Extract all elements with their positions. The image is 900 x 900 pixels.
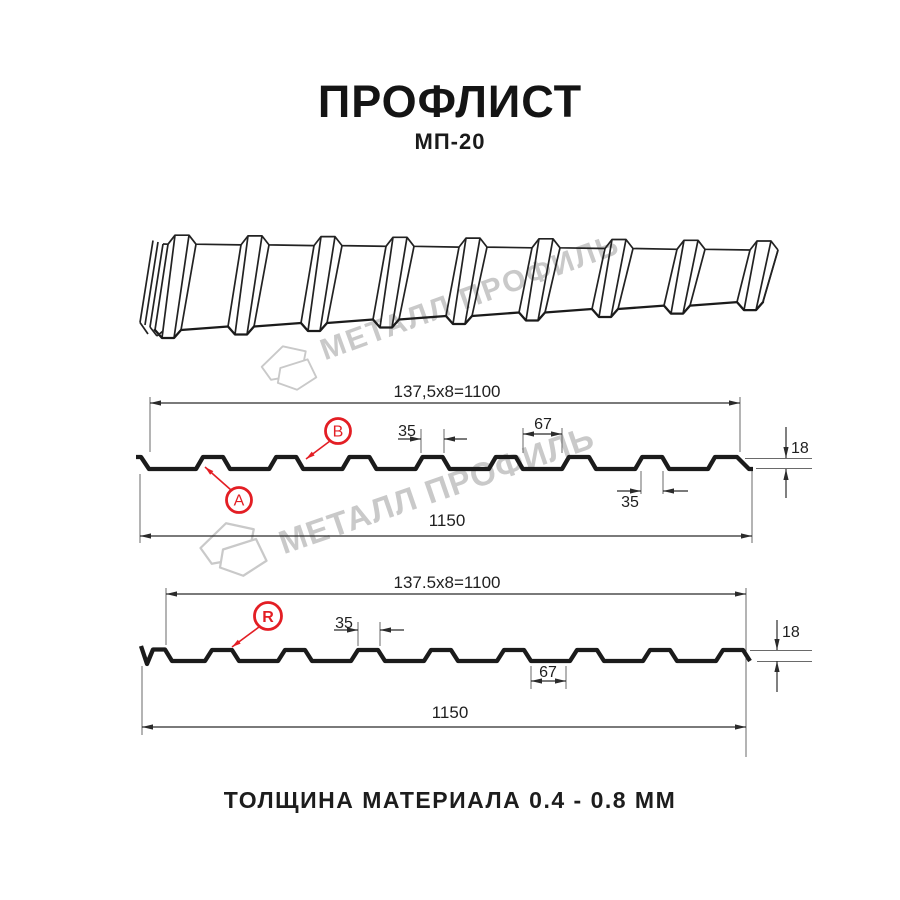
profile-sections: [136, 454, 753, 667]
dimension-linework: [139, 397, 812, 757]
dim-label-ribtop-1: 35: [398, 423, 416, 440]
marker-a-circle: [225, 486, 253, 514]
dim-label-module-2: 137.5x8=1100: [394, 573, 501, 592]
product-model-label: МП-20: [414, 129, 486, 154]
profile-section-2: [138, 645, 752, 667]
dim-label-overall-1: 1150: [429, 511, 466, 530]
dim-label-valley-1: 67: [534, 416, 552, 433]
dim-label-overall-2: 1150: [432, 703, 469, 722]
watermark-logo: [199, 345, 318, 577]
dim-label-ribbottom-1: 35: [621, 494, 639, 511]
page-title: ПРОФЛИСТ: [317, 76, 583, 127]
dim-label-module-1: 137,5x8=1100: [394, 382, 501, 401]
marker-b-letter: B: [333, 424, 344, 441]
material-thickness-note: ТОЛЩИНА МАТЕРИАЛА 0.4 - 0.8 ММ: [223, 787, 677, 813]
marker-a-letter: A: [234, 493, 245, 510]
dim-label-height-1: 18: [791, 440, 809, 457]
profile-section-1: [136, 454, 753, 472]
marker-r-letter: R: [262, 609, 274, 626]
callout-markers: A B R: [204, 417, 352, 648]
marker-r-circle: [253, 601, 283, 631]
dim-label-valley-2: 67: [539, 664, 557, 681]
dim-label-height-2: 18: [782, 624, 800, 641]
sheet-3d-view: [139, 234, 779, 340]
marker-b-circle: [324, 417, 352, 445]
dim-label-ribtop-2: 35: [335, 615, 353, 632]
